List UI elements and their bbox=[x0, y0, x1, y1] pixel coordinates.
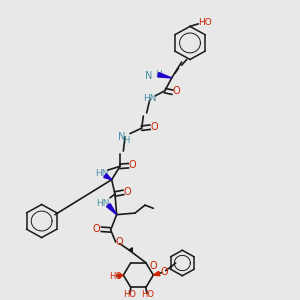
Polygon shape bbox=[158, 73, 172, 78]
Text: H: H bbox=[155, 70, 162, 79]
Text: O: O bbox=[151, 122, 158, 132]
Text: O: O bbox=[173, 85, 181, 96]
Text: O: O bbox=[124, 188, 131, 197]
Text: O: O bbox=[93, 224, 100, 234]
Text: O: O bbox=[115, 237, 123, 247]
Polygon shape bbox=[106, 204, 117, 215]
Text: N: N bbox=[118, 132, 125, 142]
Polygon shape bbox=[104, 174, 112, 180]
Text: O: O bbox=[160, 267, 168, 277]
Polygon shape bbox=[129, 248, 132, 252]
Text: O: O bbox=[149, 261, 157, 271]
Text: HO: HO bbox=[141, 290, 154, 299]
Text: HO: HO bbox=[198, 18, 212, 27]
Text: HN: HN bbox=[143, 94, 157, 103]
Text: O: O bbox=[129, 160, 136, 170]
Polygon shape bbox=[153, 272, 160, 276]
Text: H: H bbox=[124, 136, 130, 145]
Polygon shape bbox=[118, 274, 123, 278]
Text: HO: HO bbox=[110, 272, 122, 281]
Text: HO: HO bbox=[123, 290, 136, 299]
Text: HN: HN bbox=[95, 169, 108, 178]
Text: HN: HN bbox=[97, 199, 110, 208]
Text: N: N bbox=[145, 71, 153, 81]
